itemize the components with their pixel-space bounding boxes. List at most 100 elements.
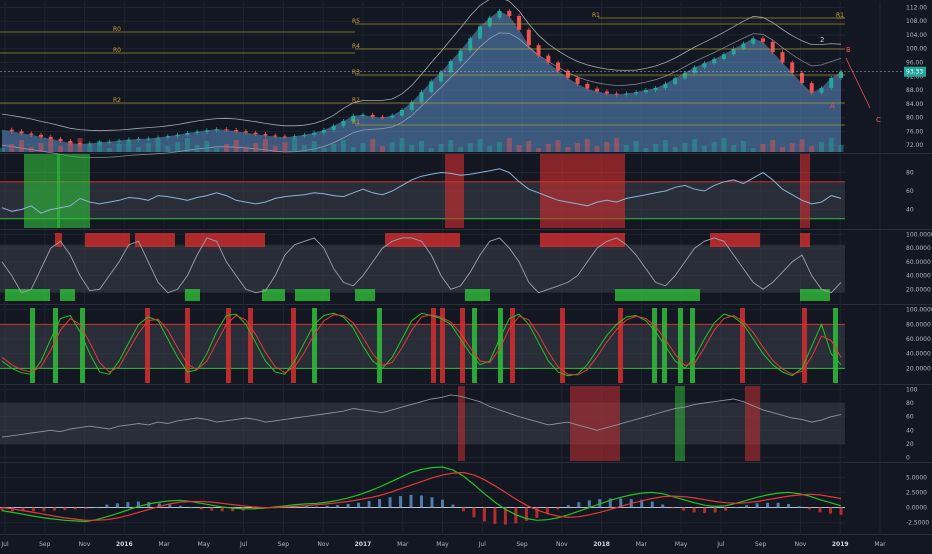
volume-bar (770, 140, 776, 152)
y-tick-label: 40 (906, 207, 914, 214)
y-tick-label: 100.0000 (906, 231, 932, 238)
volume-bar (311, 141, 317, 152)
signal-zone (185, 233, 265, 247)
x-tick-label: 2017 (355, 541, 372, 548)
macd-histogram-bar (31, 507, 35, 512)
volume-bar (97, 141, 103, 152)
macd-histogram-bar (420, 495, 423, 508)
x-tick-label: Jul (478, 541, 487, 548)
candle-body (458, 50, 463, 62)
volume-bar (214, 148, 220, 152)
candle-body (146, 138, 151, 140)
signal-bar (431, 308, 436, 383)
volume-bar (662, 140, 668, 152)
signal-bar (53, 308, 58, 383)
y-tick-label: 100.0000 (906, 307, 932, 314)
candle-body (829, 78, 834, 88)
volume-bar (204, 141, 210, 152)
volume-bar (292, 138, 298, 152)
y-tick-label: -2.5000 (906, 520, 929, 527)
x-tick-label: May (198, 541, 211, 548)
candle-body (68, 140, 73, 144)
volume-bar (301, 145, 307, 152)
volume-bar (477, 139, 483, 152)
volume-bar (87, 145, 93, 152)
signal-bar (802, 308, 807, 383)
x-tick-label: Nov (795, 541, 807, 548)
macd-histogram-bar (724, 507, 728, 511)
macd-histogram-bar (63, 507, 67, 510)
macd-histogram-bar (378, 499, 382, 508)
candle-body (48, 136, 53, 139)
signal-zone (135, 233, 175, 247)
y-tick-label: 80.00 (906, 115, 923, 122)
macd-histogram-bar (545, 507, 549, 514)
macd-histogram-bar (210, 507, 214, 511)
x-tick-label: Nov (317, 541, 329, 548)
candle-body (126, 139, 131, 141)
macd-histogram-bar (126, 502, 130, 508)
macd-histogram-bar (734, 507, 738, 509)
candle-body (721, 54, 726, 60)
candle-body (282, 136, 287, 138)
candle-body (29, 133, 34, 135)
volume-bar (545, 144, 551, 152)
signal-zone (445, 154, 464, 228)
signal-bar (30, 308, 35, 383)
candle-body (497, 10, 502, 18)
pivot-label: R5 (352, 18, 360, 25)
volume-bar (165, 146, 171, 152)
macd-histogram-bar (692, 507, 696, 513)
volume-bar (243, 147, 249, 152)
volume-bar (750, 148, 756, 152)
volume-bar (0, 148, 5, 152)
candle-body (770, 41, 775, 53)
y-tick-label: 80.0000 (906, 245, 931, 252)
macd-histogram-bar (619, 498, 623, 508)
macd-histogram-bar (73, 507, 77, 510)
candle-body (517, 16, 522, 30)
signal-bar (510, 308, 515, 383)
volume-bar (136, 147, 142, 152)
x-tick-label: Mar (636, 541, 648, 548)
volume-bar (653, 144, 659, 152)
y-tick-label: 92.00 (906, 73, 923, 80)
candle-body (243, 131, 248, 133)
volume-bar (19, 140, 25, 152)
oscillator-band (0, 244, 845, 293)
signal-bar (185, 308, 190, 383)
signal-bar (291, 308, 296, 383)
x-tick-label: Nov (79, 541, 91, 548)
y-tick-label: 84.00 (906, 101, 923, 108)
volume-bar (672, 147, 678, 152)
macd-histogram-bar (524, 507, 528, 521)
signal-zone (458, 386, 465, 461)
candle-body (624, 93, 629, 95)
signal-zone (60, 289, 75, 301)
candle-body (39, 134, 44, 137)
macd-histogram-bar (671, 507, 675, 509)
volume-bar (9, 144, 15, 152)
volume-bar (789, 143, 795, 152)
macd-histogram-bar (199, 507, 203, 510)
signal-zone (355, 289, 375, 301)
candle-body (809, 83, 814, 93)
volume-bar (272, 146, 278, 152)
candle-body (175, 134, 180, 137)
volume-bar (48, 139, 54, 152)
signal-bar (472, 308, 477, 383)
volume-bar (350, 147, 356, 152)
candle-body (370, 114, 375, 117)
candle-body (78, 143, 83, 145)
candle-body (585, 83, 590, 89)
signal-zone (24, 154, 60, 228)
signal-bar (226, 308, 231, 383)
x-tick-label: Nov (556, 541, 568, 548)
candle-body (302, 134, 307, 137)
signal-bar (377, 308, 382, 383)
signal-bar (80, 308, 85, 383)
volume-bar (409, 145, 415, 152)
x-tick-label: 2018 (593, 541, 610, 548)
x-tick-label: 2019 (832, 541, 849, 548)
macd-histogram-bar (21, 507, 25, 512)
